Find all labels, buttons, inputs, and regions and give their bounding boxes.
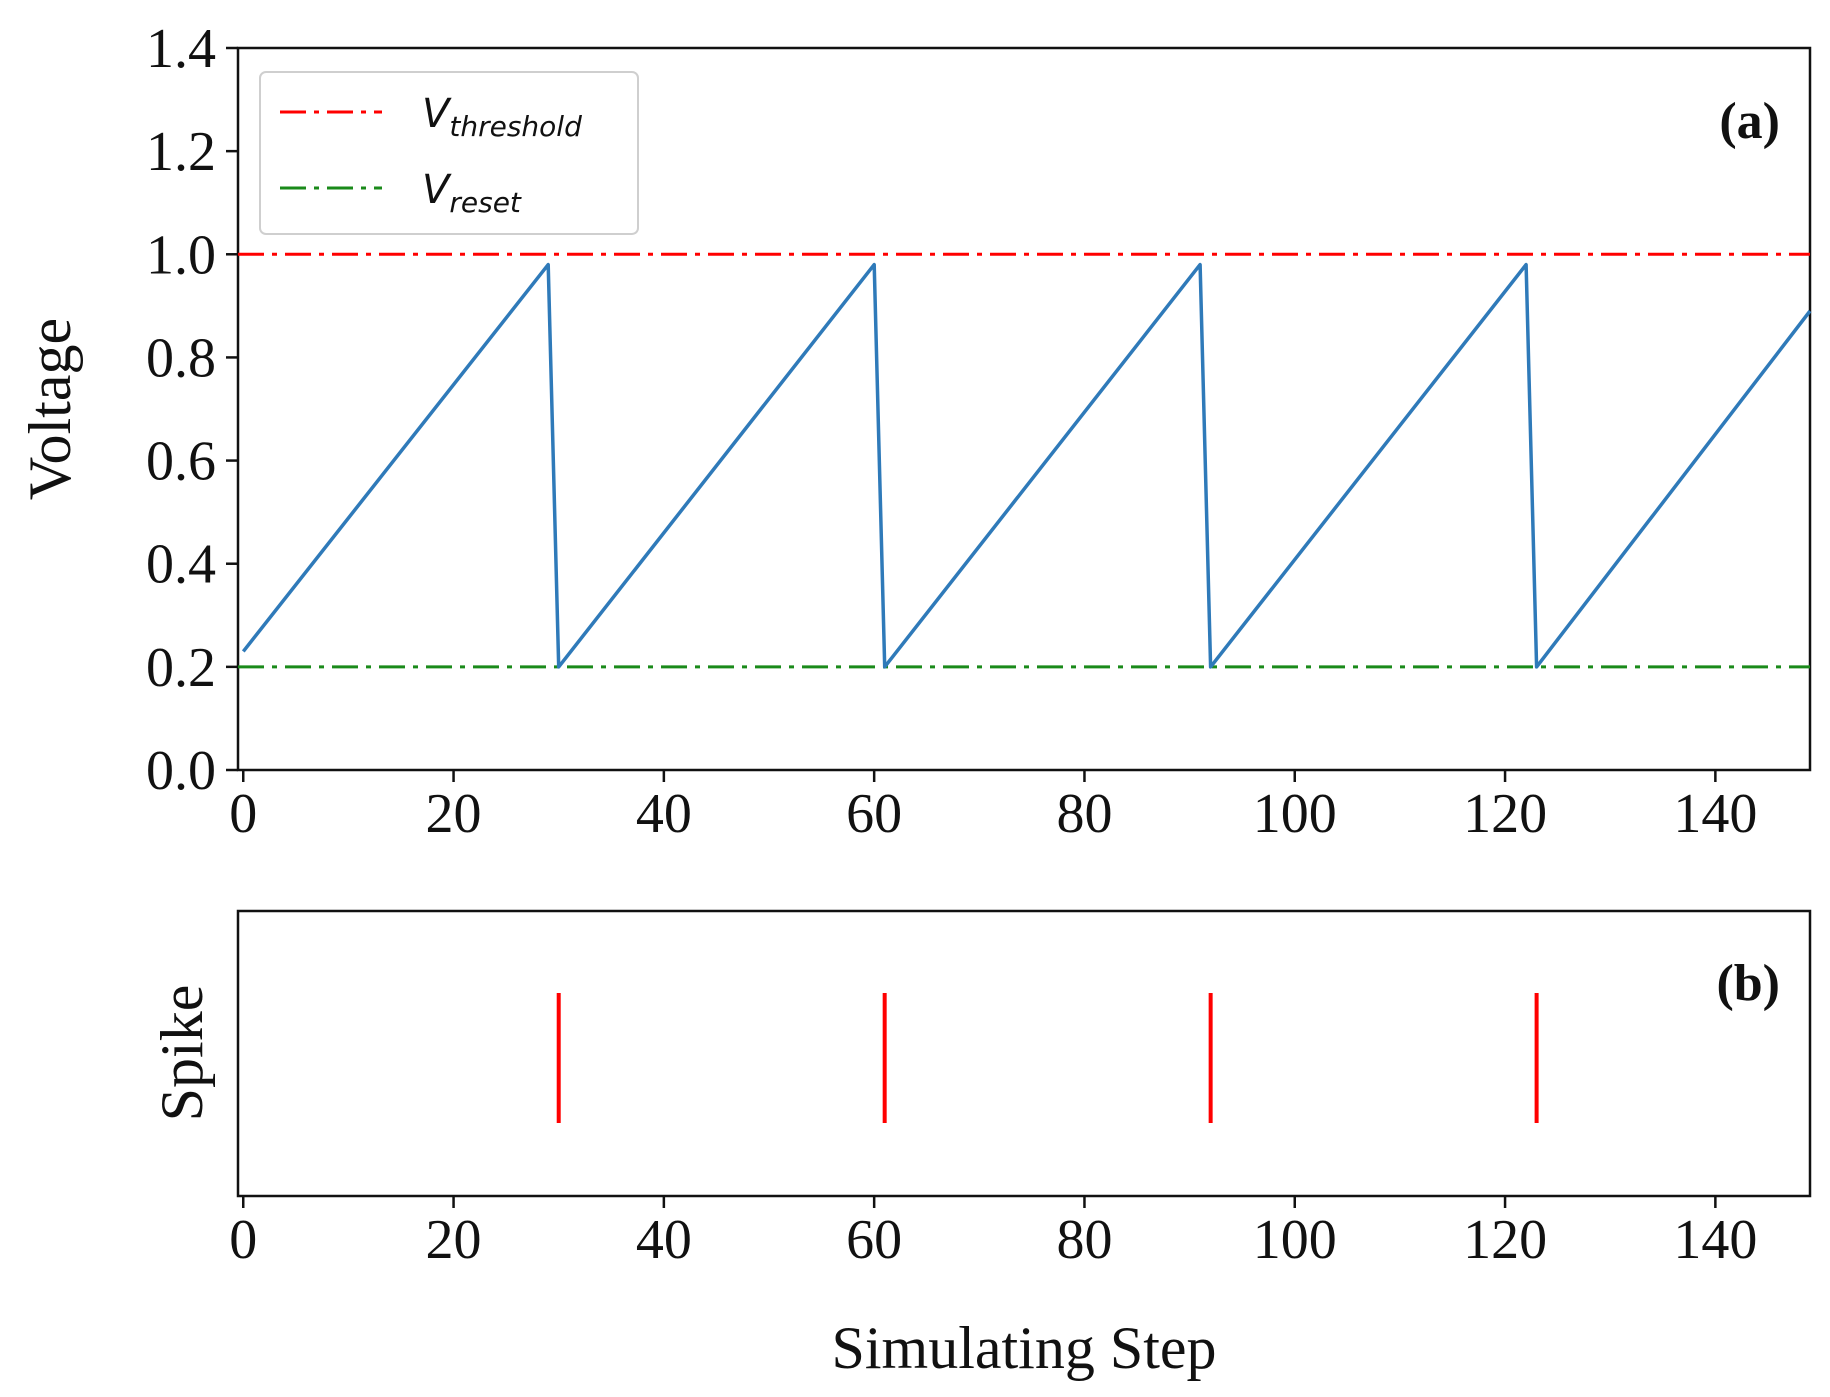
spike-y-axis-title: Spike bbox=[149, 985, 215, 1122]
legend-box bbox=[259, 71, 639, 235]
voltage-y-axis: 0.0 0.2 0.4 0.6 0.8 1.0 1.2 1.4 bbox=[146, 18, 238, 802]
y-tick-label: 1.4 bbox=[146, 18, 216, 80]
voltage-x-axis: 0 20 40 60 80 100 120 140 bbox=[229, 770, 1757, 845]
x-tick-label: 120 bbox=[1463, 1209, 1547, 1271]
voltage-series bbox=[241, 262, 1812, 669]
voltage-y-axis-title: Voltage bbox=[17, 318, 83, 500]
x-tick-label: 60 bbox=[846, 783, 902, 845]
spike-plot-frame bbox=[236, 909, 1812, 1198]
x-tick-label: 20 bbox=[426, 1209, 482, 1271]
x-tick-label: 80 bbox=[1056, 783, 1112, 845]
y-tick-label: 0.4 bbox=[146, 534, 216, 596]
voltage-panel: 0 20 40 60 80 100 120 140 0.0 0.2 0.4 0.6 0.8 1.0 1.2… bbox=[17, 18, 1812, 845]
x-tick-label: 140 bbox=[1673, 783, 1757, 845]
y-tick-label: 0.8 bbox=[146, 327, 216, 389]
x-tick-label: 0 bbox=[229, 1209, 257, 1271]
spike-events bbox=[556, 993, 1539, 1123]
spike-x-axis: 0 20 40 60 80 100 120 140 bbox=[229, 1196, 1757, 1271]
x-tick-label: 0 bbox=[229, 783, 257, 845]
x-axis-title: Simulating Step bbox=[831, 1315, 1216, 1381]
x-tick-label: 120 bbox=[1463, 783, 1547, 845]
reference-lines bbox=[238, 252, 1810, 669]
voltage-line bbox=[241, 262, 1812, 669]
y-tick-label: 0.6 bbox=[146, 431, 216, 493]
spike-panel: 0 20 40 60 80 100 120 140 Spike (b) Simulating … bbox=[149, 909, 1812, 1381]
legend-threshold-label: Vthreshold bbox=[422, 91, 582, 143]
y-tick-label: 0.2 bbox=[146, 637, 216, 699]
x-tick-label: 40 bbox=[636, 1209, 692, 1271]
x-tick-label: 140 bbox=[1673, 1209, 1757, 1271]
y-tick-label: 1.2 bbox=[146, 121, 216, 183]
legend-reset-label: Vreset bbox=[422, 167, 522, 219]
legend: Vthreshold Vreset bbox=[259, 71, 639, 235]
x-tick-label: 20 bbox=[426, 783, 482, 845]
x-tick-label: 80 bbox=[1056, 1209, 1112, 1271]
panel-b-label: (b) bbox=[1716, 955, 1780, 1012]
x-tick-label: 100 bbox=[1253, 1209, 1337, 1271]
x-tick-label: 40 bbox=[636, 783, 692, 845]
x-tick-label: 60 bbox=[846, 1209, 902, 1271]
y-tick-label: 1.0 bbox=[146, 224, 216, 286]
y-tick-label: 0.0 bbox=[146, 740, 216, 802]
x-tick-label: 100 bbox=[1253, 783, 1337, 845]
panel-a-label: (a) bbox=[1719, 93, 1780, 150]
